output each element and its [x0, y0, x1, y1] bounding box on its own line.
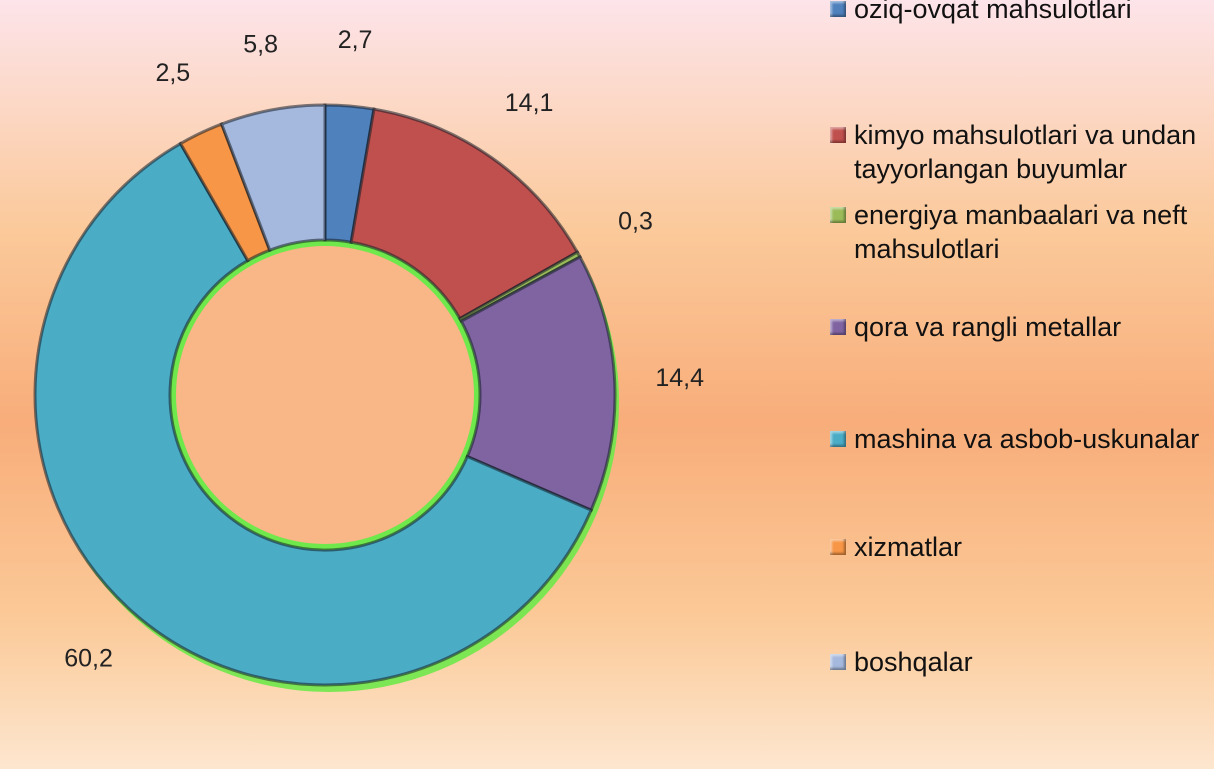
legend-swatch [830, 654, 846, 670]
legend-label: kimyo mahsulotlari va undan tayyorlangan… [854, 120, 1197, 184]
legend-swatch [830, 127, 846, 143]
legend-label: energiya manbaalari va neft mahsulotlari [854, 200, 1188, 264]
legend-swatch [830, 431, 846, 447]
donut-slice [33, 141, 594, 687]
legend-item: qora va rangli metallar [830, 310, 1210, 344]
data-label: 0,3 [618, 208, 653, 236]
legend-label: oziq-ovqat mahsulotlari [854, 0, 1132, 24]
legend-label: qora va rangli metallar [854, 312, 1122, 342]
legend-swatch [830, 539, 846, 555]
donut-slice [219, 103, 327, 253]
legend-label: mashina va asbob-uskunalar [854, 424, 1200, 454]
legend-label: boshqalar [854, 647, 973, 677]
data-label: 60,2 [64, 644, 113, 672]
donut-slice [459, 254, 617, 513]
data-label: 2,7 [338, 26, 373, 54]
donut-hole [176, 246, 474, 544]
legend-label: xizmatlar [854, 532, 963, 562]
legend-item: boshqalar [830, 645, 1210, 679]
data-label: 2,5 [155, 59, 190, 87]
data-label: 14,4 [655, 364, 704, 392]
legend-item: oziq-ovqat mahsulotlari [830, 0, 1210, 26]
legend-item: xizmatlar [830, 530, 1210, 564]
legend-item: kimyo mahsulotlari va undan tayyorlangan… [830, 118, 1210, 186]
donut-slice [349, 107, 580, 321]
legend-swatch [830, 319, 846, 335]
data-label: 5,8 [243, 30, 278, 58]
legend-item: energiya manbaalari va neft mahsulotlari [830, 198, 1210, 266]
legend-swatch [830, 207, 846, 223]
legend-swatch [830, 1, 846, 17]
data-label: 14,1 [505, 89, 554, 117]
legend-item: mashina va asbob-uskunalar [830, 422, 1210, 456]
